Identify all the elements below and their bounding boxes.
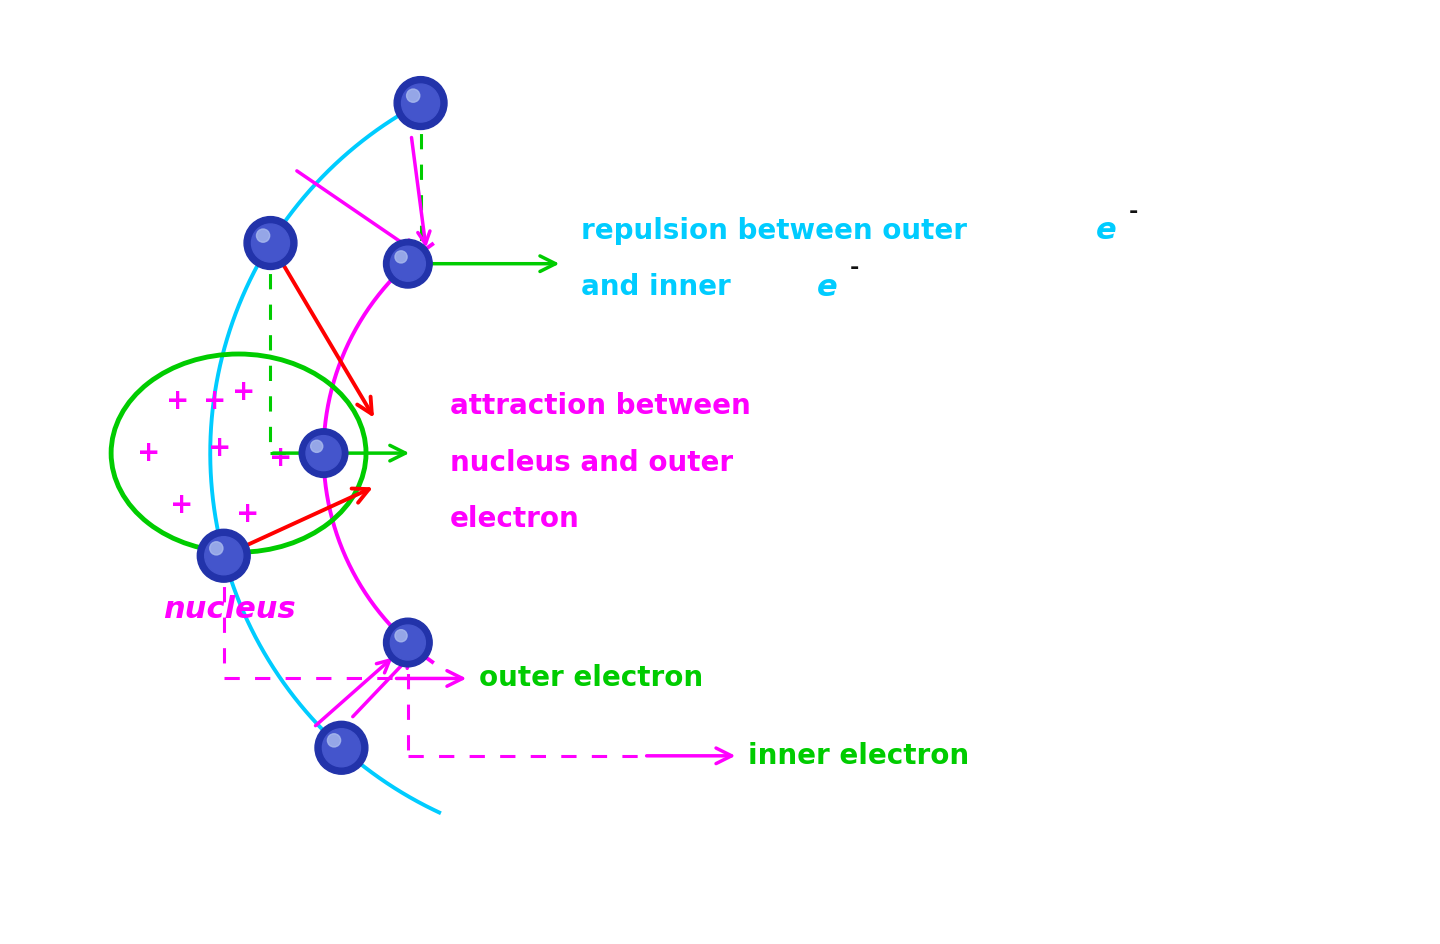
Circle shape	[406, 89, 420, 102]
Circle shape	[210, 542, 223, 555]
Circle shape	[243, 216, 297, 269]
Circle shape	[307, 435, 341, 471]
Text: inner electron: inner electron	[747, 742, 969, 769]
Circle shape	[383, 618, 432, 666]
Circle shape	[390, 625, 425, 660]
Circle shape	[252, 224, 289, 262]
Circle shape	[395, 251, 408, 263]
Circle shape	[395, 76, 446, 129]
Text: nucleus: nucleus	[163, 595, 295, 624]
Circle shape	[256, 229, 269, 243]
Text: electron: electron	[449, 505, 579, 533]
Text: outer electron: outer electron	[478, 665, 703, 693]
Circle shape	[327, 733, 341, 747]
Circle shape	[402, 84, 439, 122]
Text: attraction between: attraction between	[449, 392, 750, 420]
Circle shape	[383, 240, 432, 288]
Text: +: +	[170, 491, 193, 519]
Text: -: -	[1129, 202, 1138, 222]
Text: -: -	[850, 259, 860, 278]
Text: +: +	[203, 387, 226, 415]
Circle shape	[300, 429, 348, 478]
Circle shape	[390, 246, 425, 281]
Text: e: e	[1096, 216, 1116, 245]
Text: +: +	[207, 434, 232, 463]
Circle shape	[315, 721, 367, 774]
Text: +: +	[232, 378, 255, 406]
Circle shape	[197, 530, 251, 582]
Text: +: +	[166, 387, 189, 415]
Text: and inner: and inner	[582, 274, 740, 301]
Text: +: +	[137, 439, 161, 467]
Text: +: +	[236, 500, 259, 529]
Text: nucleus and outer: nucleus and outer	[449, 448, 733, 477]
Circle shape	[323, 729, 360, 767]
Circle shape	[395, 630, 408, 642]
Text: e: e	[816, 273, 838, 302]
Circle shape	[204, 537, 243, 575]
Text: repulsion between outer: repulsion between outer	[582, 217, 976, 244]
Text: +: +	[269, 444, 292, 472]
Circle shape	[311, 440, 323, 452]
